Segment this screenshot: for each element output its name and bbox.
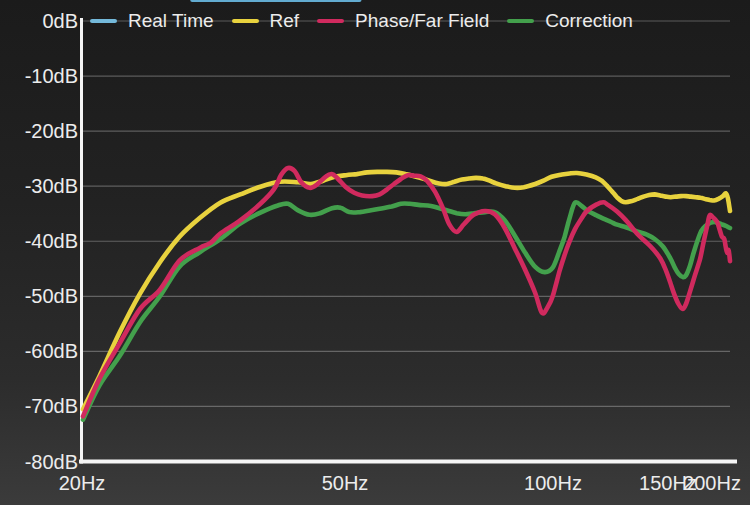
legend-label-real-time: Real Time (128, 10, 214, 32)
x-tick-label-100Hz: 100Hz (524, 471, 582, 495)
legend-label-correction: Correction (545, 10, 633, 32)
y-tick-label--60dB: -60dB (0, 339, 78, 363)
rta-analyzer-screen: 0dB-10dB-20dB-30dB-40dB-50dB-60dB-70dB-8… (0, 0, 750, 505)
y-tick-label--40dB: -40dB (0, 229, 78, 253)
series-ref-trace (83, 172, 730, 409)
legend-item-correction[interactable]: Correction (507, 10, 633, 32)
y-tick-label--10dB: -10dB (0, 64, 78, 88)
correction-line-swatch-icon (507, 19, 534, 23)
real-time-line-swatch-icon (90, 19, 117, 23)
legend-item-ref[interactable]: Ref (232, 10, 300, 32)
y-tick-label--30dB: -30dB (0, 174, 78, 198)
ref-line-swatch-icon (232, 19, 259, 23)
phase-far-field-line-swatch-icon (317, 19, 344, 23)
y-tick-label--20dB: -20dB (0, 119, 78, 143)
x-tick-label-50Hz: 50Hz (322, 471, 369, 495)
x-tick-label-20Hz: 20Hz (59, 471, 106, 495)
legend-label-ref: Ref (270, 10, 300, 32)
y-tick-label--80dB: -80dB (0, 450, 78, 474)
y-tick-label--50dB: -50dB (0, 284, 78, 308)
chart-canvas[interactable] (0, 0, 750, 505)
x-tick-label-200Hz: 200Hz (683, 471, 741, 495)
y-tick-label--70dB: -70dB (0, 394, 78, 418)
legend-label-phase-far-field: Phase/Far Field (355, 10, 489, 32)
legend: Real Time Ref Phase/Far Field Correction (0, 0, 750, 42)
legend-item-real-time[interactable]: Real Time (90, 10, 214, 32)
legend-item-phase-far-field[interactable]: Phase/Far Field (317, 10, 489, 32)
